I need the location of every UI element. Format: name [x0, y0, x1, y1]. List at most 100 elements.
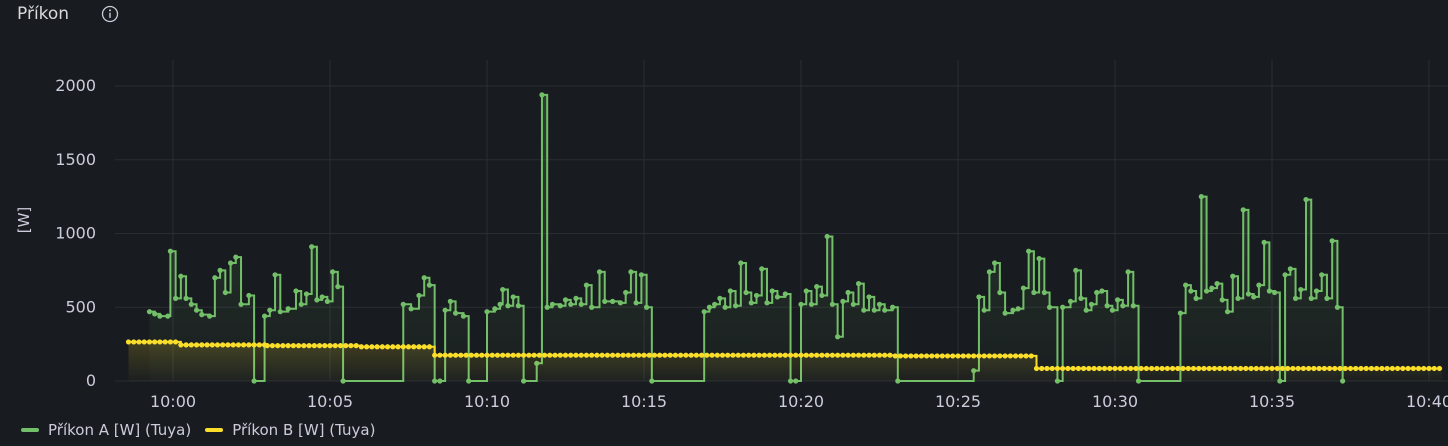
series-a-point — [824, 233, 830, 240]
series-b-point — [384, 344, 391, 350]
series-a-point — [199, 312, 205, 318]
series-b-point — [484, 352, 490, 358]
series-a-point — [701, 309, 707, 315]
series-a-point — [769, 288, 775, 294]
series-a-point — [840, 298, 846, 304]
series-b-point — [343, 343, 349, 349]
y-tick-label: 0 — [86, 371, 96, 390]
series-b-point — [1243, 365, 1249, 372]
series-b-point — [793, 352, 799, 358]
series-b-point — [131, 339, 137, 345]
series-b-point — [578, 352, 584, 358]
series-b-point — [861, 352, 867, 358]
series-b-point — [264, 343, 270, 349]
series-a-fill — [149, 94, 1343, 381]
series-b-point — [225, 342, 231, 348]
series-b-point — [1253, 365, 1259, 372]
y-tick-label: 1000 — [55, 224, 96, 243]
series-b-point — [829, 352, 836, 358]
series-a-point — [1104, 303, 1110, 309]
series-b-point — [1332, 365, 1338, 372]
series-a-point — [759, 266, 765, 272]
series-b-point — [976, 353, 982, 359]
series-a-point — [453, 310, 459, 316]
series-a-point — [889, 304, 896, 310]
series-b-point — [1049, 365, 1055, 372]
series-a-point — [1177, 310, 1184, 316]
series-b-point — [1426, 365, 1432, 372]
series-a-point — [298, 301, 304, 307]
series-b-point — [395, 344, 401, 350]
series-a-point — [421, 275, 427, 281]
series-b-point — [855, 352, 862, 358]
legend: Příkon A [W] (Tuya) Příkon B [W] (Tuya) — [21, 421, 389, 439]
series-a-point — [267, 307, 273, 313]
series-b-point — [1101, 365, 1108, 372]
series-a-point — [1015, 306, 1021, 312]
series-b-point — [296, 343, 302, 349]
series-b-point — [269, 343, 276, 349]
series-a-point — [207, 313, 213, 319]
series-a-point — [1235, 295, 1241, 301]
series-a-point — [623, 289, 629, 296]
series-b-point — [657, 352, 663, 358]
series-a-point — [1078, 295, 1084, 301]
y-tick-label: 1500 — [55, 150, 96, 169]
series-b-point — [301, 343, 307, 349]
series-b-point — [1128, 365, 1134, 372]
series-b-point — [1033, 365, 1040, 372]
series-b-point — [1065, 365, 1071, 372]
series-a-point — [774, 294, 781, 300]
legend-item-a[interactable]: Příkon A [W] (Tuya) — [21, 421, 191, 439]
series-a-point — [227, 260, 234, 266]
series-b-point — [1431, 365, 1437, 372]
series-b-point — [193, 342, 200, 348]
series-a-point — [1120, 303, 1126, 309]
series-b-point — [1347, 365, 1354, 372]
info-circle-icon[interactable] — [101, 5, 119, 23]
x-tick-label: 10:10 — [464, 392, 510, 411]
series-a-point — [1060, 304, 1066, 310]
series-a-point — [1099, 288, 1105, 294]
series-a-point — [871, 307, 877, 313]
series-b-point — [1379, 365, 1385, 372]
series-a-point — [309, 244, 315, 250]
series-a-point — [722, 304, 728, 310]
series-b-point — [214, 342, 221, 348]
series-a-point — [753, 292, 760, 299]
series-a-point — [1188, 288, 1194, 294]
series-a-point — [178, 273, 184, 279]
legend-swatch-a — [21, 428, 39, 432]
series-b-point — [358, 344, 364, 350]
legend-item-b[interactable]: Příkon B [W] (Tuya) — [205, 421, 375, 439]
series-b-point — [1353, 365, 1359, 372]
series-b-point — [141, 339, 147, 345]
series-b-point — [866, 352, 872, 358]
series-b-point — [835, 352, 841, 358]
series-b-point — [814, 352, 820, 358]
series-b-point — [1269, 365, 1275, 372]
series-b-point — [672, 352, 679, 358]
series-b-point — [1248, 365, 1254, 372]
series-b-point — [152, 339, 158, 345]
series-b-point — [552, 352, 558, 358]
series-a-point — [743, 289, 749, 296]
series-b-point — [594, 352, 600, 358]
series-b-point — [285, 343, 291, 349]
series-a-point — [426, 282, 433, 288]
series-b-point — [510, 352, 516, 358]
series-b-point — [162, 339, 168, 345]
series-b-point — [1300, 365, 1306, 372]
panel-title[interactable]: Příkon — [17, 4, 70, 24]
axes: 0 500 1000 1500 2000 10:00 10:05 10:10 10:15 10:2… — [15, 76, 1448, 411]
series-b-point — [892, 353, 898, 359]
series-b-fill — [128, 341, 1443, 381]
series-b-point — [1180, 365, 1186, 372]
series-a-point — [1130, 303, 1136, 309]
series-b-point — [583, 352, 590, 358]
series-b-point — [337, 343, 344, 349]
series-b-point — [209, 342, 215, 348]
series-b-point — [1060, 365, 1066, 372]
series-a-point — [173, 295, 179, 301]
